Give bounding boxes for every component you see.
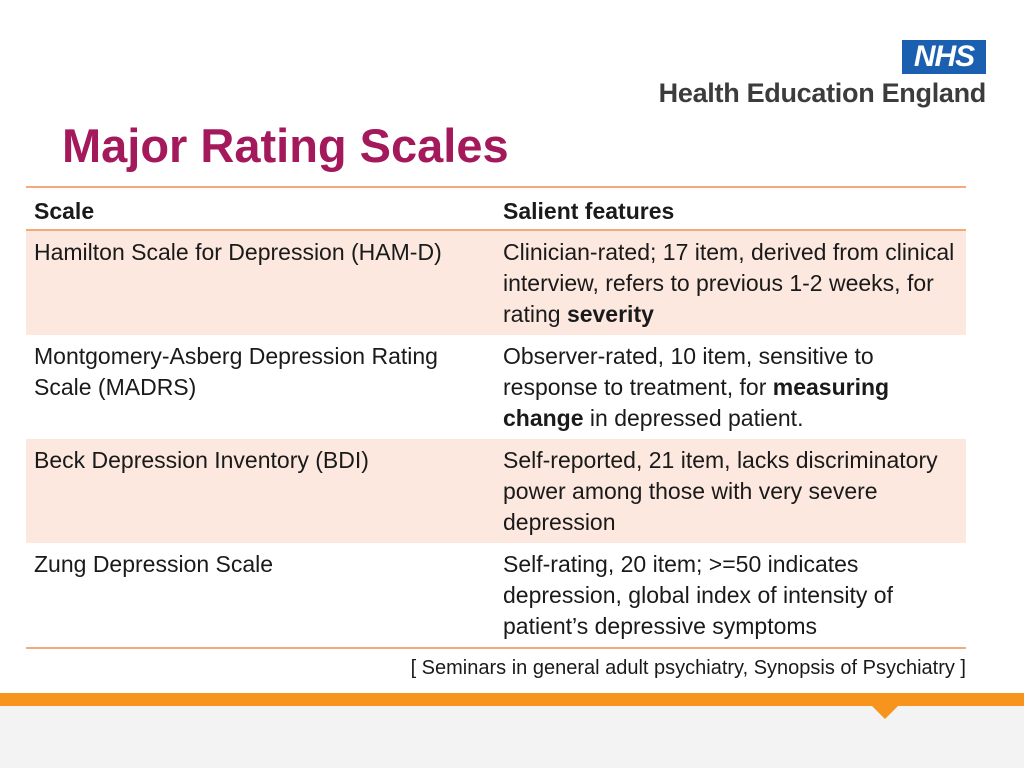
salient-features: Observer-rated, 10 item, sensitive to re… xyxy=(495,335,966,439)
header-salient-features: Salient features xyxy=(503,198,675,224)
slide-title: Major Rating Scales xyxy=(62,119,509,172)
table-row: Montgomery-Asberg Depression Rating Scal… xyxy=(26,335,966,439)
table-row: Beck Depression Inventory (BDI) Self-repo… xyxy=(26,439,966,543)
feature-text: in depressed patient. xyxy=(583,405,804,431)
salient-features: Clinician-rated; 17 item, derived from c… xyxy=(495,230,966,335)
table-row: Hamilton Scale for Depression (HAM-D) Cli… xyxy=(26,230,966,335)
org-name: Health Education England xyxy=(658,78,987,108)
feature-text: Clinician-rated; 17 item, derived from c… xyxy=(503,239,955,327)
footer-notch xyxy=(870,704,900,719)
emphasis-text: measuring change xyxy=(503,374,890,431)
table-row: Zung Depression Scale Self-rating, 20 ite… xyxy=(26,543,966,648)
feature-text: Self-rating, 20 item; >=50 indicates dep… xyxy=(503,551,893,639)
feature-text: Self-reported, 21 item, lacks discrimina… xyxy=(503,447,938,535)
scale-name: Montgomery-Asberg Depression Rating Scal… xyxy=(34,343,438,400)
scale-name: Zung Depression Scale xyxy=(34,551,274,577)
header-scale: Scale xyxy=(34,198,95,224)
salient-features: Self-reported, 21 item, lacks discrimina… xyxy=(495,439,966,543)
footer-band xyxy=(0,693,1024,768)
nhs-logo-mark: NHS xyxy=(902,40,986,74)
emphasis-text: severity xyxy=(566,301,654,327)
scale-name: Hamilton Scale for Depression (HAM-D) xyxy=(34,239,442,265)
table-header-row: Scale Salient features xyxy=(26,187,966,230)
nhs-hee-logo: NHS Health Education England xyxy=(636,40,986,112)
table-body: Hamilton Scale for Depression (HAM-D) Cli… xyxy=(26,230,966,648)
feature-text: Observer-rated, 10 item, sensitive to re… xyxy=(503,343,874,400)
rating-scales-table: Scale Salient features Hamilton Scale fo… xyxy=(26,186,966,649)
citation: [ Seminars in general adult psychiatry, … xyxy=(410,657,966,679)
salient-features: Self-rating, 20 item; >=50 indicates dep… xyxy=(495,543,966,648)
scale-name: Beck Depression Inventory (BDI) xyxy=(34,447,369,473)
